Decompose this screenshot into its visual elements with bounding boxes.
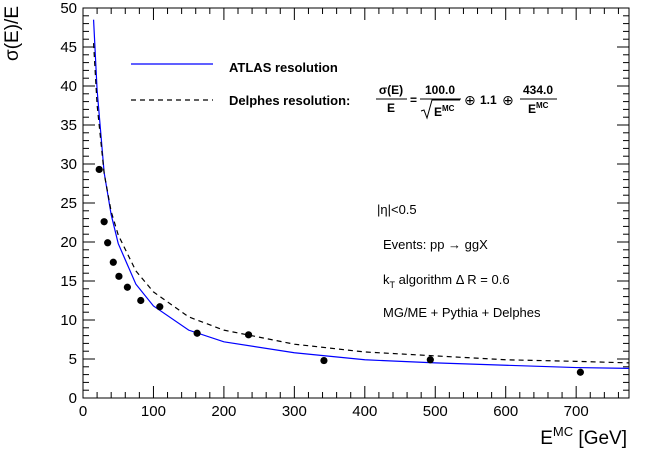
data-point xyxy=(123,283,131,291)
x-tick-label: 400 xyxy=(352,403,377,420)
legend-label-delphes: Delphes resolution: xyxy=(229,93,350,108)
annotation-eta: |η|<0.5 xyxy=(377,202,417,217)
x-tick-labels: 0 100 200 300 400 500 600 700 xyxy=(79,403,589,420)
curves xyxy=(92,19,630,369)
formula-sigma-den: E xyxy=(387,101,395,115)
y-tick-label: 50 xyxy=(60,0,77,17)
formula-oplus-2: ⊕ xyxy=(502,92,514,108)
y-tick-label: 25 xyxy=(60,195,77,212)
y-tick-label: 0 xyxy=(69,390,77,407)
formula-a-den: EMC xyxy=(434,104,455,119)
y-tick-label: 20 xyxy=(60,234,77,251)
x-tick-label: 200 xyxy=(211,403,236,420)
data-points xyxy=(95,165,584,376)
data-point xyxy=(137,296,145,305)
annotation-generator: MG/ME + Pythia + Delphes xyxy=(383,305,541,320)
data-point xyxy=(115,272,123,280)
minor-ticks xyxy=(83,8,629,398)
x-tick-label: 0 xyxy=(79,403,87,420)
y-axis-label: σ(E)/E xyxy=(2,6,23,61)
y-tick-label: 30 xyxy=(60,156,77,173)
formula-b: 1.1 xyxy=(480,93,497,107)
x-tick-label: 500 xyxy=(423,403,448,420)
annotations: |η|<0.5 Events: pp → ggX kT algorithm Δ … xyxy=(377,202,541,320)
x-tick-label: 300 xyxy=(282,403,307,420)
data-point xyxy=(576,368,584,376)
x-tick-label: 100 xyxy=(141,403,166,420)
data-point xyxy=(426,356,434,364)
data-point xyxy=(156,303,164,311)
legend-label-atlas: ATLAS resolution xyxy=(229,60,338,75)
annotation-events: Events: pp → ggX xyxy=(383,237,488,252)
formula-c-num: 434.0 xyxy=(523,83,553,97)
formula-c-den: EMC xyxy=(528,101,549,116)
formula-sigma-num: σ(E) xyxy=(379,83,403,97)
data-point xyxy=(104,239,112,247)
legend-formula: σ(E) E = 100.0 EMC ⊕ 1.1 ⊕ 434.0 EMC xyxy=(376,83,557,120)
y-tick-label: 5 xyxy=(69,351,77,368)
y-tick-label: 40 xyxy=(60,78,77,95)
data-point xyxy=(109,258,117,266)
major-ticks xyxy=(82,7,629,399)
y-tick-label: 15 xyxy=(60,273,77,290)
formula-equals: = xyxy=(410,93,417,107)
formula-sqrt-sign xyxy=(420,99,460,120)
data-point xyxy=(95,165,103,174)
data-point xyxy=(193,329,201,337)
x-tick-label: 700 xyxy=(564,403,589,420)
formula-a-num: 100.0 xyxy=(425,83,455,97)
data-point xyxy=(100,218,108,226)
data-point xyxy=(320,356,328,365)
y-tick-label: 35 xyxy=(60,117,77,134)
formula-oplus-1: ⊕ xyxy=(464,92,476,108)
x-axis-label: EMC [GeV] xyxy=(540,424,627,449)
y-tick-labels: 0 5 10 15 20 25 30 35 40 45 50 xyxy=(60,0,77,407)
y-tick-label: 45 xyxy=(60,39,77,56)
x-tick-label: 600 xyxy=(493,403,518,420)
legend: ATLAS resolution Delphes resolution: σ(E… xyxy=(131,60,557,120)
data-point xyxy=(244,331,253,339)
atlas-resolution-curve xyxy=(92,19,630,369)
plot-frame xyxy=(82,7,630,399)
annotation-algorithm: kT algorithm Δ R = 0.6 xyxy=(383,272,510,290)
y-tick-label: 10 xyxy=(60,312,77,329)
